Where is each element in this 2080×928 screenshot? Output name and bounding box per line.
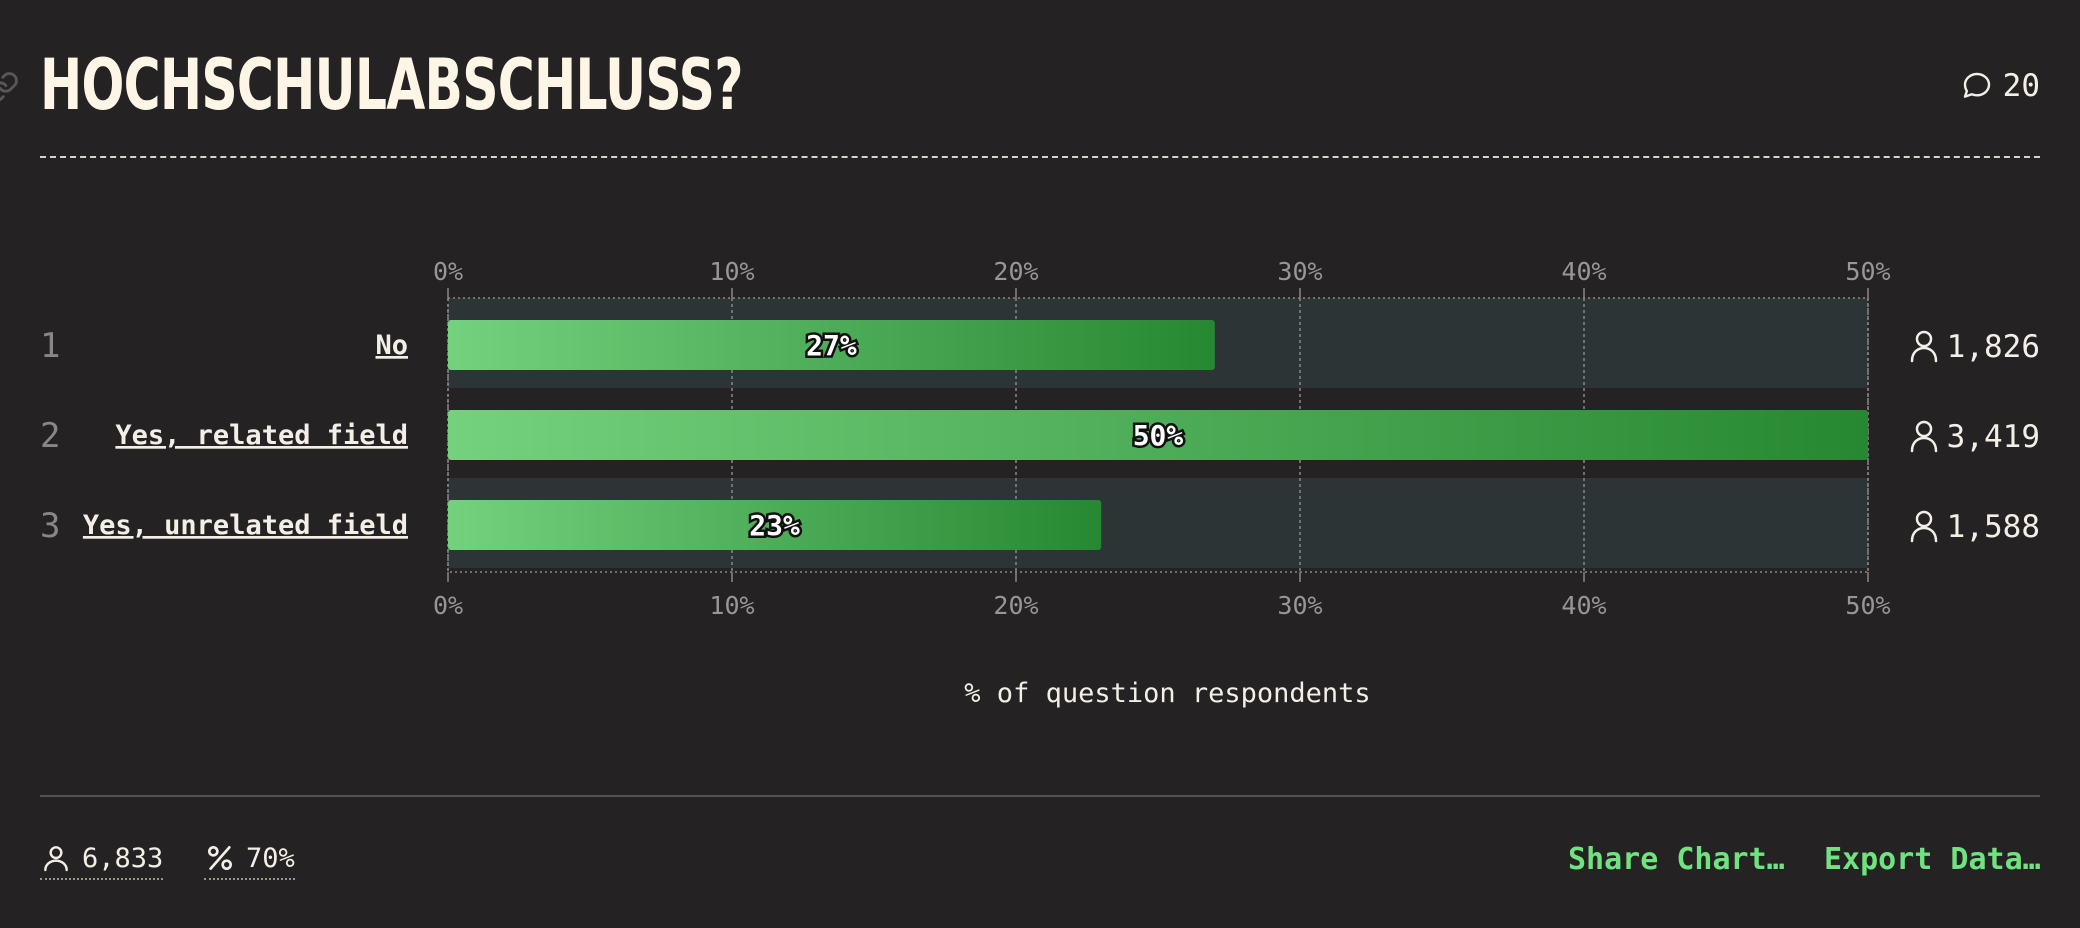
x-tick-label-top: 20% <box>993 257 1038 286</box>
footer-divider <box>40 795 2040 797</box>
person-icon-head <box>1915 420 1933 438</box>
bar <box>448 410 1868 460</box>
rank-number: 1 <box>40 326 60 366</box>
comment-count: 20 <box>2002 68 2040 104</box>
x-tick-label-bottom: 50% <box>1845 591 1890 620</box>
x-tick-label-bottom: 10% <box>709 591 754 620</box>
person-icon <box>44 846 68 872</box>
percent-icon <box>208 846 232 870</box>
x-tick-label-top: 40% <box>1561 257 1606 286</box>
link-icon[interactable] <box>0 70 20 104</box>
category-label: No <box>375 330 408 361</box>
bar-value-label: 27% <box>806 329 857 362</box>
person-icon-head <box>1915 510 1933 528</box>
total-respondents[interactable]: 6,833 <box>40 842 164 880</box>
response-count: 3,419 <box>1947 419 2040 455</box>
bar-value-label: 23% <box>749 509 800 542</box>
x-tick-label-bottom: 20% <box>993 591 1038 620</box>
comments-button[interactable]: 20 <box>1961 68 2040 104</box>
x-tick-label-bottom: 30% <box>1277 591 1322 620</box>
bar-value-label: 50% <box>1133 419 1184 452</box>
response-rate[interactable]: 70% <box>204 842 295 880</box>
export-data-button[interactable]: Export Data… <box>1824 842 2041 877</box>
x-tick-label-top: 50% <box>1845 257 1890 286</box>
person-icon-body <box>1910 346 1938 363</box>
page-title: HOCHSCHULABSCHLUSS? <box>40 44 743 126</box>
x-tick-label-bottom: 0% <box>433 591 463 620</box>
comment-icon <box>1963 72 1990 98</box>
share-chart-button[interactable]: Share Chart… <box>1568 842 1785 877</box>
category-label: Yes, related field <box>115 420 408 451</box>
x-tick-label-top: 0% <box>433 257 463 286</box>
person-icon-body <box>1910 526 1938 543</box>
response-rate-value: 70% <box>246 842 295 874</box>
response-count: 1,588 <box>1947 509 2040 545</box>
person-icon <box>1910 420 1938 453</box>
x-tick-label-top: 10% <box>709 257 754 286</box>
x-tick-label-top: 30% <box>1277 257 1322 286</box>
respondents-count: 6,833 <box>82 842 164 874</box>
person-icon-body <box>1910 436 1938 453</box>
person-icon <box>1910 510 1938 543</box>
response-count: 1,826 <box>1947 329 2040 365</box>
bar <box>448 500 1102 550</box>
person-icon <box>1910 330 1938 363</box>
x-tick-label-bottom: 40% <box>1561 591 1606 620</box>
rank-number: 3 <box>40 506 60 546</box>
bar <box>448 320 1215 370</box>
x-axis-title: % of question respondents <box>964 678 1371 709</box>
bar-chart: 0% 0% 10% 10% 20% 20% 30% 30% 40% 40% 50% 50% 27% 1 No… <box>40 257 2040 620</box>
header-divider <box>40 156 2040 158</box>
category-label: Yes, unrelated field <box>83 510 408 541</box>
rank-number: 2 <box>40 416 60 456</box>
person-icon-head <box>1915 330 1933 348</box>
